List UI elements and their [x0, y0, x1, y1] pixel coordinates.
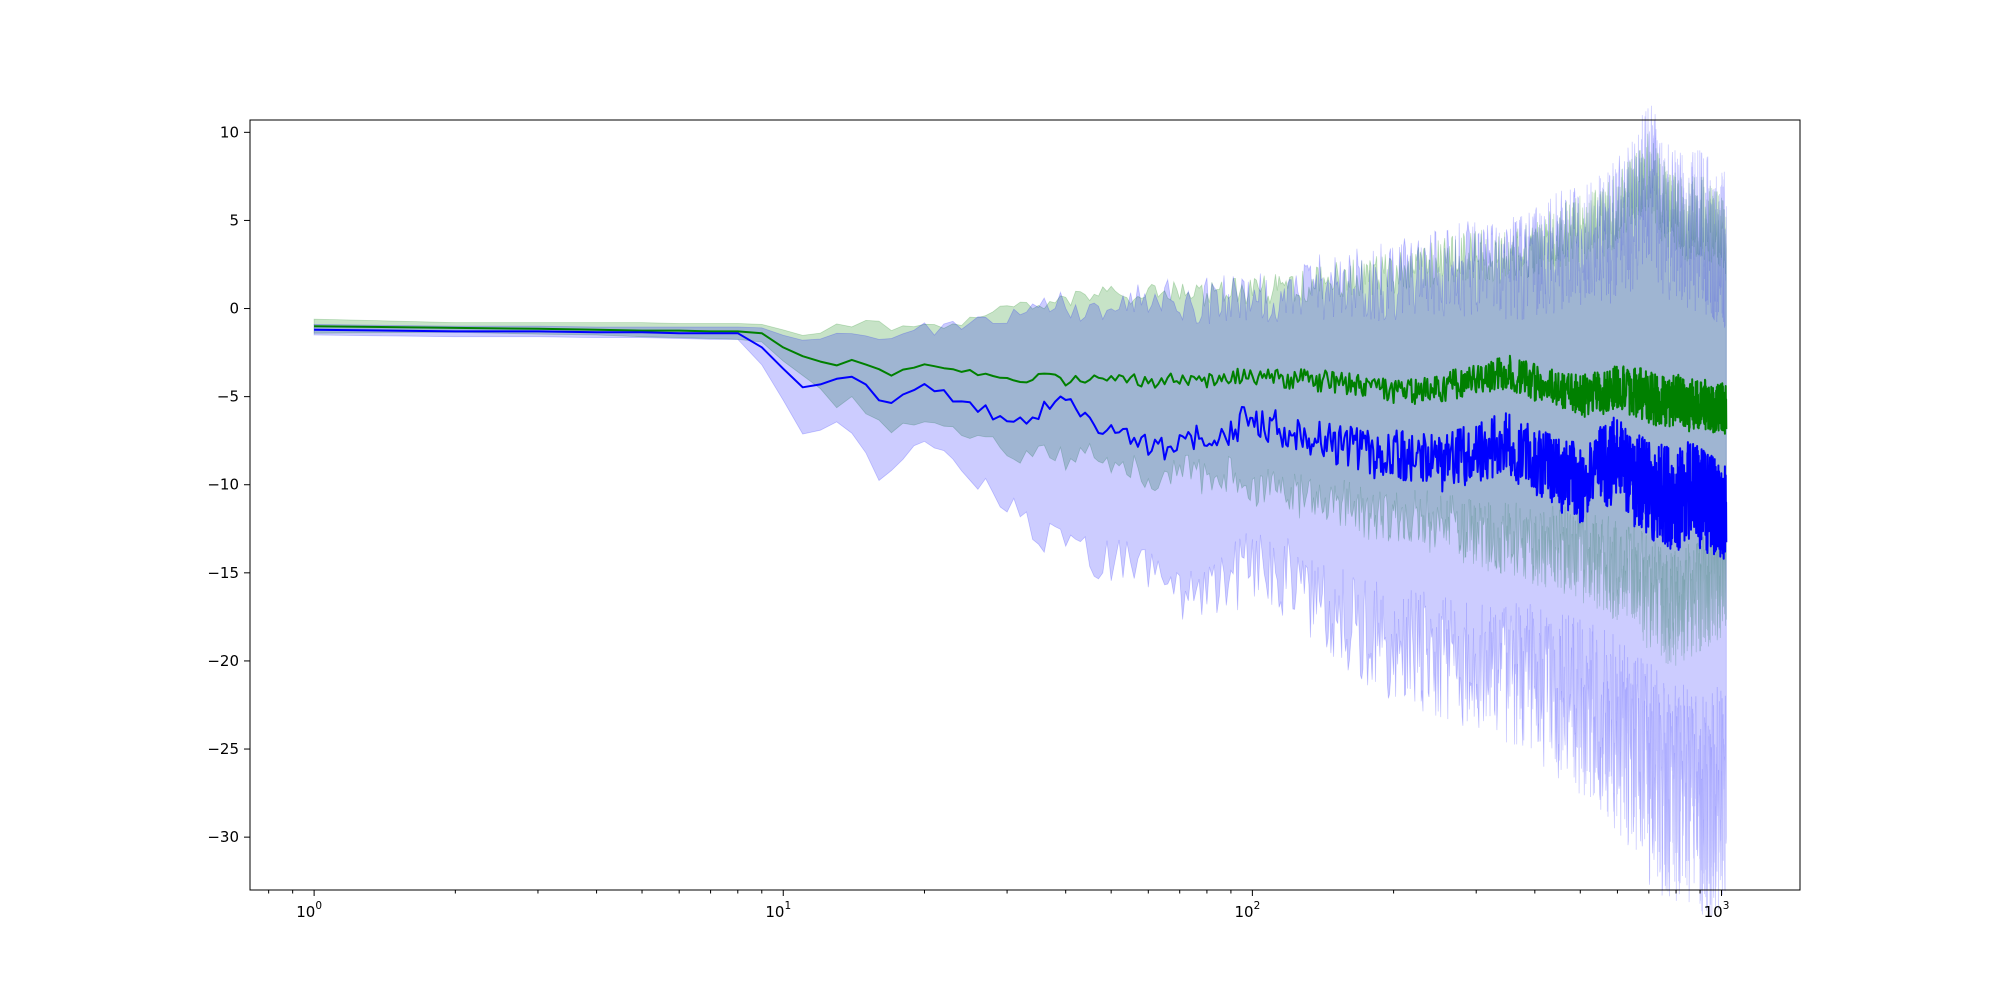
x-tick-label: 101 — [765, 900, 791, 921]
series-lines — [314, 325, 1728, 560]
series-1-band — [313, 133, 1727, 666]
y-tick-label: −30 — [207, 828, 239, 846]
y-axis: 10 5 0 −5 −10 −15 −20 −25 −30 — [207, 123, 250, 846]
x-tick-label: 102 — [1234, 900, 1260, 921]
x-tick-label: 103 — [1704, 900, 1730, 921]
y-tick-label: −20 — [207, 652, 239, 670]
x-axis: 100 101 102 103 — [268, 890, 1730, 921]
y-tick-label: −5 — [217, 388, 239, 406]
x-tick-label: 100 — [296, 900, 322, 921]
series-1-line — [314, 325, 1728, 435]
series-2-band — [313, 105, 1727, 917]
y-tick-label: −25 — [207, 740, 239, 758]
y-tick-label: 10 — [220, 123, 239, 141]
y-tick-label: −10 — [207, 476, 239, 494]
axes-frame — [249, 119, 1801, 891]
y-tick-label: −15 — [207, 564, 239, 582]
y-tick-label: 0 — [229, 300, 239, 318]
confidence-bands — [313, 105, 1727, 917]
y-tick-label: 5 — [229, 211, 239, 229]
series-2-line — [314, 328, 1728, 560]
